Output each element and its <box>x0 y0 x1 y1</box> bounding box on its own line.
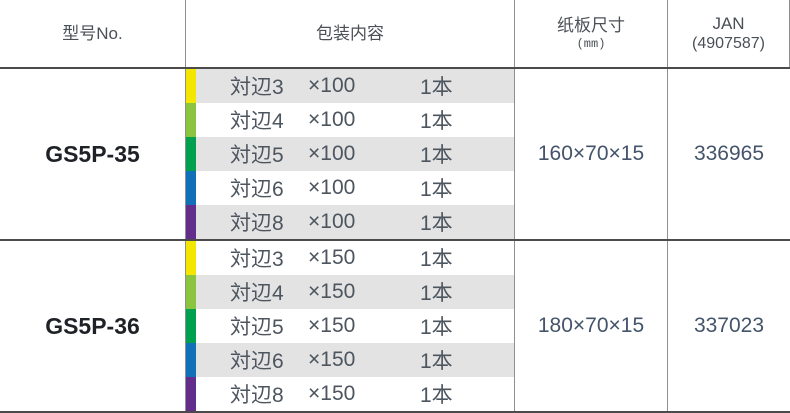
size-color-strip <box>186 103 196 137</box>
row-quantity: 1本 <box>420 76 453 99</box>
header-board-unit: (mm) <box>576 37 606 52</box>
package-row: 対辺3 ×150 1本 <box>186 241 514 275</box>
package-row: 対辺5 ×150 1本 <box>186 309 514 343</box>
row-size-label: 対辺4 <box>230 110 284 133</box>
package-row-text: 対辺3 ×100 1本 <box>196 69 514 103</box>
package-row-text: 対辺8 ×100 1本 <box>196 205 514 239</box>
package-row-text: 対辺4 ×100 1本 <box>196 103 514 137</box>
row-size-label: 対辺4 <box>230 282 284 305</box>
row-quantity: 1本 <box>420 282 453 305</box>
row-size-label: 対辺6 <box>230 350 284 373</box>
row-size-label: 対辺5 <box>230 144 284 167</box>
package-row: 対辺5 ×100 1本 <box>186 137 514 171</box>
row-length: ×150 <box>308 280 356 303</box>
header-contents: 包装内容 <box>186 0 515 67</box>
row-quantity: 1本 <box>420 212 453 235</box>
package-row-text: 対辺5 ×150 1本 <box>196 309 514 343</box>
row-quantity: 1本 <box>420 178 453 201</box>
row-length: ×100 <box>308 108 356 131</box>
row-quantity: 1本 <box>420 248 453 271</box>
row-quantity: 1本 <box>420 384 453 407</box>
header-jan-label: JAN <box>712 13 745 33</box>
package-row: 対辺4 ×100 1本 <box>186 103 514 137</box>
row-size-label: 対辺3 <box>230 76 284 99</box>
row-length: ×100 <box>308 142 356 165</box>
product-group-gs5p-35: GS5P-35 対辺3 ×100 1本 対辺4 ×100 1本 <box>0 69 790 241</box>
row-quantity: 1本 <box>420 110 453 133</box>
header-model: 型号No. <box>0 0 186 67</box>
row-length: ×150 <box>308 246 356 269</box>
header-board-size: 纸板尺寸 (mm) <box>515 0 668 67</box>
size-color-strip <box>186 343 196 377</box>
board-size-value: 180×70×15 <box>515 241 668 411</box>
row-length: ×100 <box>308 74 356 97</box>
header-jan: JAN (4907587) <box>668 0 790 67</box>
row-quantity: 1本 <box>420 350 453 373</box>
package-row-text: 対辺5 ×100 1本 <box>196 137 514 171</box>
size-color-strip <box>186 171 196 205</box>
table-header: 型号No. 包装内容 纸板尺寸 (mm) JAN (4907587) <box>0 0 790 69</box>
row-length: ×150 <box>308 314 356 337</box>
package-row: 対辺8 ×150 1本 <box>186 377 514 411</box>
model-number: GS5P-36 <box>0 241 186 411</box>
package-row: 対辺6 ×150 1本 <box>186 343 514 377</box>
row-size-label: 対辺3 <box>230 248 284 271</box>
header-jan-code: (4907587) <box>692 35 765 53</box>
row-size-label: 対辺6 <box>230 178 284 201</box>
package-contents: 対辺3 ×150 1本 対辺4 ×150 1本 対辺5 ×150 1本 <box>186 241 515 411</box>
jan-code-value: 336965 <box>693 142 765 165</box>
row-length: ×100 <box>308 210 356 233</box>
size-color-strip <box>186 137 196 171</box>
product-group-gs5p-36: GS5P-36 対辺3 ×150 1本 対辺4 ×150 1本 <box>0 241 790 413</box>
header-model-label: 型号No. <box>62 23 123 43</box>
size-color-strip <box>186 69 196 103</box>
package-row: 対辺6 ×100 1本 <box>186 171 514 205</box>
size-color-strip <box>186 377 196 411</box>
header-contents-label: 包装内容 <box>316 23 384 43</box>
package-contents: 対辺3 ×100 1本 対辺4 ×100 1本 対辺5 ×100 1本 <box>186 69 515 239</box>
row-quantity: 1本 <box>420 316 453 339</box>
header-board-label: 纸板尺寸 <box>557 15 625 35</box>
row-length: ×100 <box>308 176 356 199</box>
package-row-text: 対辺6 ×150 1本 <box>196 343 514 377</box>
row-length: ×150 <box>308 348 356 371</box>
package-row: 対辺3 ×100 1本 <box>186 69 514 103</box>
package-row-text: 対辺4 ×150 1本 <box>196 275 514 309</box>
row-size-label: 対辺8 <box>230 212 284 235</box>
row-size-label: 対辺8 <box>230 384 284 407</box>
model-number: GS5P-35 <box>0 69 186 239</box>
size-color-strip <box>186 205 196 239</box>
package-row-text: 対辺6 ×100 1本 <box>196 171 514 205</box>
package-row: 対辺8 ×100 1本 <box>186 205 514 239</box>
jan-code-value: 337023 <box>693 314 765 337</box>
package-row-text: 対辺3 ×150 1本 <box>196 241 514 275</box>
package-row: 対辺4 ×150 1本 <box>186 275 514 309</box>
row-quantity: 1本 <box>420 144 453 167</box>
size-color-strip <box>186 241 196 275</box>
package-row-text: 対辺8 ×150 1本 <box>196 377 514 411</box>
row-size-label: 対辺5 <box>230 316 284 339</box>
size-color-strip <box>186 275 196 309</box>
row-length: ×150 <box>308 382 356 405</box>
board-size-value: 160×70×15 <box>515 69 668 239</box>
size-color-strip <box>186 309 196 343</box>
